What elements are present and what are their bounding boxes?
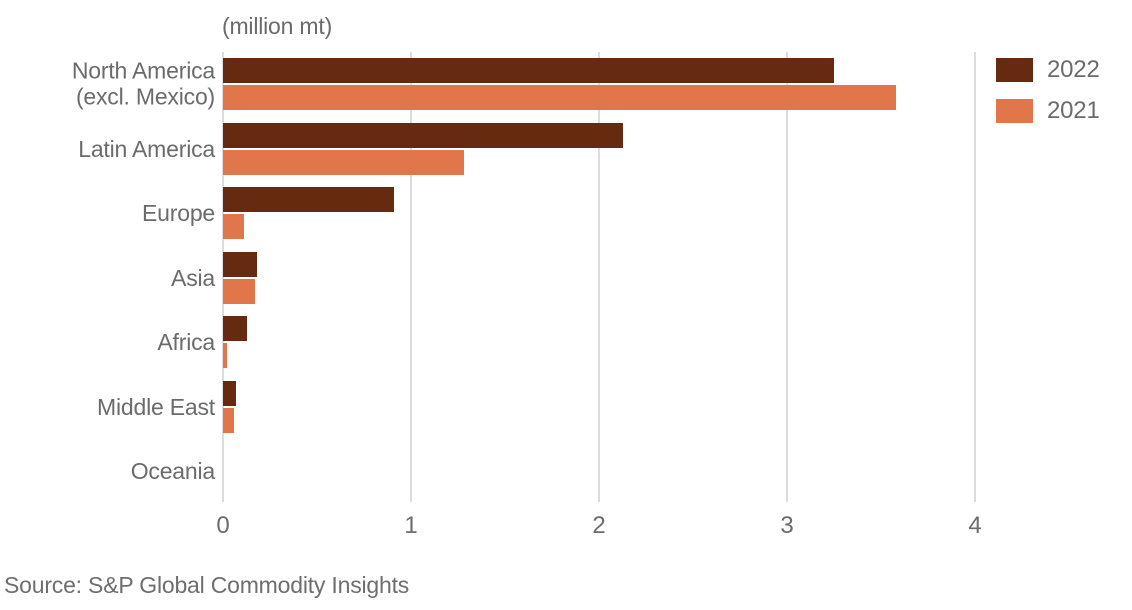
plot-area [222, 52, 976, 502]
bar-north-america-2021 [223, 85, 896, 110]
x-tick-label-3: 3 [780, 512, 794, 539]
bar-asia-2021 [223, 279, 255, 304]
x-tick-label-2: 2 [592, 512, 606, 539]
bar-north-america-2022 [223, 58, 834, 83]
x-tick-label-0: 0 [216, 512, 230, 539]
bar-middle-east-2021 [223, 408, 234, 433]
legend-item-2021: 2021 [996, 97, 1100, 125]
category-label-latin-america: Latin America [78, 135, 215, 162]
legend-label-2022: 2022 [1047, 56, 1100, 83]
legend-label-2021: 2021 [1047, 97, 1100, 124]
x-tick-label-1: 1 [404, 512, 418, 539]
category-label-africa: Africa [157, 328, 215, 355]
x-tick-label-4: 4 [968, 512, 982, 539]
bar-africa-2022 [223, 316, 247, 341]
bar-africa-2021 [223, 343, 227, 368]
category-label-asia: Asia [171, 264, 215, 291]
category-label-europe: Europe [142, 199, 215, 226]
gridline-x-3 [786, 52, 788, 502]
legend-item-2022: 2022 [996, 56, 1100, 84]
legend-swatch-2021 [996, 99, 1033, 123]
category-label-north-america: North America (excl. Mexico) [71, 57, 215, 110]
bar-middle-east-2022 [223, 381, 236, 406]
gridline-x-4 [974, 52, 976, 502]
bar-europe-2022 [223, 187, 394, 212]
gridline-x-2 [598, 52, 600, 502]
category-label-middle-east: Middle East [97, 393, 215, 420]
source-note: Source: S&P Global Commodity Insights [4, 572, 410, 598]
gridline-x-1 [410, 52, 412, 502]
gridline-x-0 [222, 52, 224, 502]
bar-asia-2022 [223, 252, 257, 277]
category-label-oceania: Oceania [130, 457, 215, 484]
legend: 2022 2021 [996, 56, 1100, 125]
bar-europe-2021 [223, 214, 244, 239]
chart-unit-label: (million mt) [222, 13, 333, 39]
bar-latin-america-2021 [223, 150, 464, 175]
bar-latin-america-2022 [223, 123, 623, 148]
legend-swatch-2022 [996, 58, 1033, 82]
